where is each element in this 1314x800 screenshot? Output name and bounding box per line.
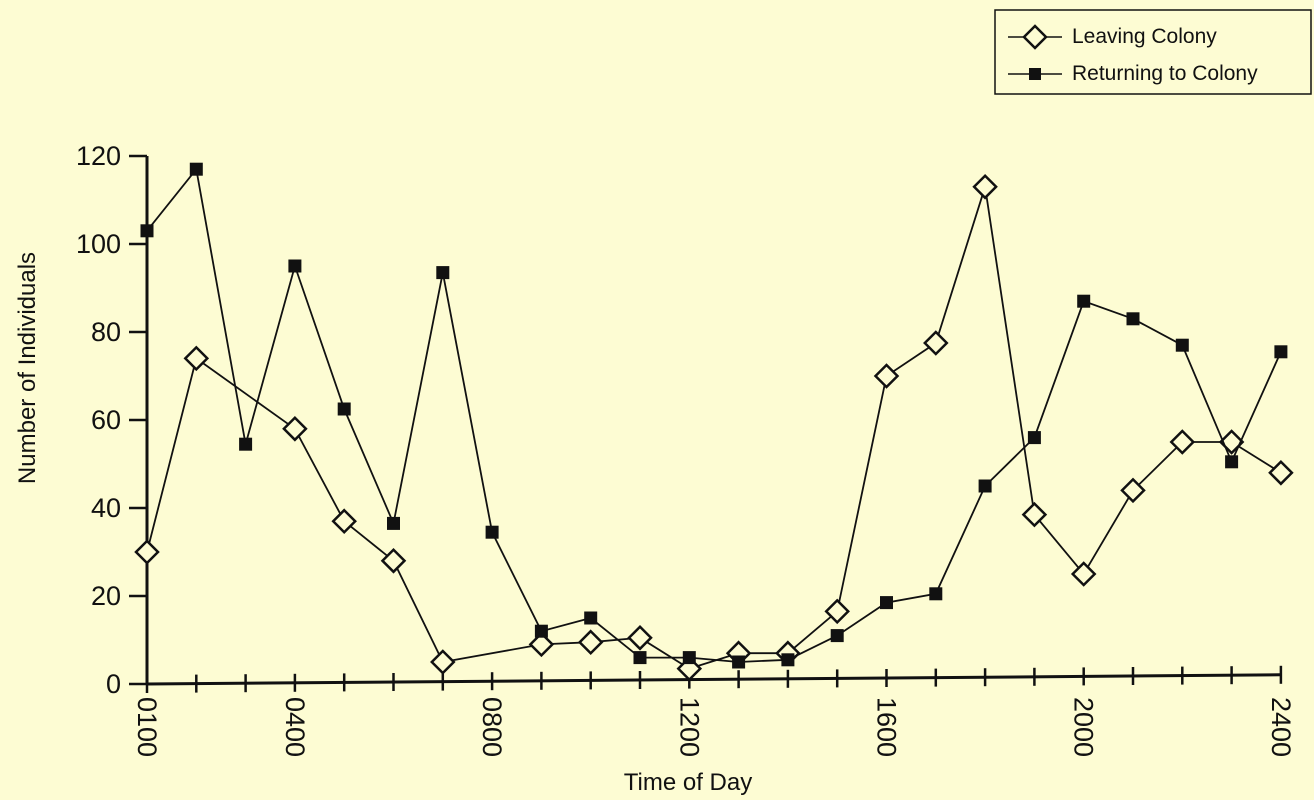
returning-point xyxy=(978,479,992,493)
leaving-point xyxy=(380,548,407,574)
axes: 0 20 40 60 80 100 120 0100 0400 0800 1200 1600 2000 2… xyxy=(76,141,1296,757)
returning-point xyxy=(929,587,943,601)
series-layer xyxy=(134,162,1294,682)
returning-point xyxy=(239,437,253,451)
returning-point xyxy=(732,655,746,669)
x-tick-label: 1200 xyxy=(674,697,704,757)
legend-returning-marker xyxy=(1029,68,1041,80)
x-tick-label: 1600 xyxy=(872,697,902,757)
leaving-point xyxy=(183,345,210,372)
leaving-line xyxy=(146,186,1282,670)
series-leaving-colony xyxy=(134,174,1294,682)
y-axis-title: Number of Individuals xyxy=(14,252,41,484)
returning-point xyxy=(1175,338,1189,352)
returning-point xyxy=(1126,312,1140,326)
returning-point xyxy=(337,402,351,416)
leaving-point xyxy=(282,416,308,442)
returning-point xyxy=(140,224,154,238)
leaving-point xyxy=(1268,460,1294,486)
returning-point xyxy=(584,611,598,625)
returning-point xyxy=(387,516,400,530)
leaving-point xyxy=(1070,561,1097,587)
leaving-point xyxy=(824,598,850,625)
leaving-point xyxy=(923,330,949,356)
x-tick-label: 2400 xyxy=(1266,697,1296,757)
x-tick-label: 0400 xyxy=(280,697,310,757)
y-tick-label: 40 xyxy=(91,493,121,523)
returning-point xyxy=(485,525,499,539)
legend-leaving-marker xyxy=(1022,24,1048,50)
returning-line xyxy=(146,167,1282,663)
leaving-point xyxy=(331,508,357,534)
leaving-point xyxy=(430,649,456,675)
returning-point xyxy=(880,596,893,610)
leaving-point xyxy=(972,174,998,200)
y-tick-label: 60 xyxy=(91,405,121,435)
y-tick-label: 0 xyxy=(106,669,121,699)
legend-box xyxy=(994,9,1312,95)
y-tick-label: 80 xyxy=(91,317,121,347)
returning-point xyxy=(1225,455,1239,469)
x-tick-label: 2000 xyxy=(1069,697,1099,757)
returning-point xyxy=(1027,431,1041,445)
returning-point xyxy=(1077,294,1091,308)
leaving-point xyxy=(528,631,555,658)
returning-point xyxy=(830,629,844,643)
leaving-point xyxy=(1120,477,1146,504)
x-tick-label: 0100 xyxy=(132,697,162,757)
leaving-point xyxy=(1169,429,1196,455)
returning-point xyxy=(189,162,203,176)
returning-point xyxy=(682,651,696,665)
returning-point xyxy=(534,624,548,638)
series-returning-to-colony xyxy=(140,162,1288,669)
leaving-point xyxy=(577,629,604,655)
y-tick-label: 120 xyxy=(76,141,121,171)
legend-returning-label: Returning to Colony xyxy=(1072,62,1258,85)
leaving-point xyxy=(627,625,653,651)
leaving-point xyxy=(134,539,160,565)
x-axis-line xyxy=(146,673,1281,686)
returning-point xyxy=(1274,345,1288,359)
y-tick-label: 20 xyxy=(91,581,121,611)
returning-point xyxy=(781,653,795,667)
x-axis-title: Time of Day xyxy=(624,769,752,796)
x-tick-label: 0800 xyxy=(477,697,507,757)
legend: Leaving Colony Returning to Colony xyxy=(994,9,1312,95)
returning-point xyxy=(288,259,302,273)
returning-point xyxy=(436,266,450,280)
leaving-point xyxy=(873,363,900,389)
legend-leaving-label: Leaving Colony xyxy=(1072,25,1217,48)
y-tick-label: 100 xyxy=(76,229,121,259)
leaving-point xyxy=(1021,501,1048,528)
returning-point xyxy=(633,651,647,665)
